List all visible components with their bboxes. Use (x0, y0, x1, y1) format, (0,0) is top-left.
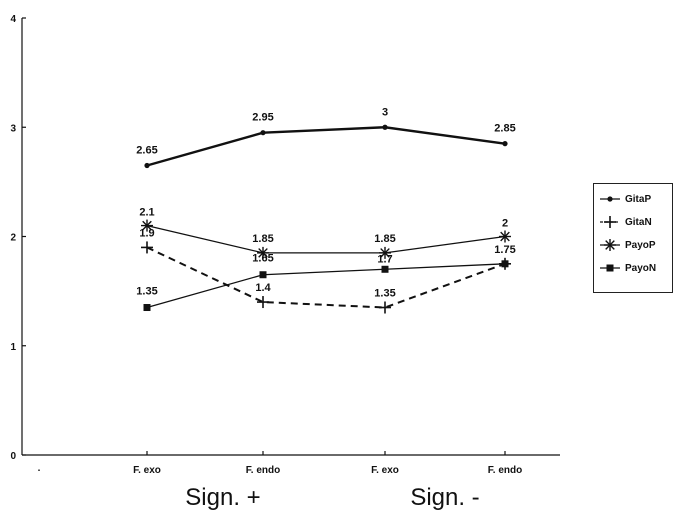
legend-marker (606, 264, 614, 272)
legend-label: PayoN (625, 262, 657, 274)
data-label: 2.1 (139, 207, 154, 219)
data-label: 2.95 (252, 112, 273, 124)
y-tick-label: 4 (10, 14, 16, 25)
data-label: 1.35 (136, 286, 157, 298)
data-label: 1.7 (377, 253, 392, 265)
group-label: Sign. + (185, 484, 260, 511)
data-label: 1.85 (374, 233, 395, 245)
legend-label: PayoP (625, 239, 656, 251)
axes: 0 1 2 3 4. F. exo F. endo F. exo F. endo (10, 14, 560, 476)
data-label: 1.65 (252, 253, 273, 265)
data-point-marker (141, 241, 153, 254)
legend-swatch-square (600, 264, 620, 272)
data-label: 3 (382, 106, 388, 118)
data-label: 1.85 (252, 233, 273, 245)
x-tick-label: F. exo (133, 465, 161, 476)
series-line (146, 263, 506, 309)
series-line (146, 224, 506, 254)
data-point-marker (502, 141, 508, 147)
series-PayoP (141, 219, 511, 259)
data-point-marker (381, 265, 389, 273)
legend-swatch-plus (600, 216, 620, 228)
data-label: 1.9 (139, 227, 154, 239)
x-tick-label: F. exo (371, 465, 399, 476)
data-point-marker (260, 130, 266, 136)
legend-item: PayoN (598, 261, 656, 275)
data-label: 2.85 (494, 123, 515, 135)
legend-swatch-dot (600, 196, 620, 202)
legend-marker (607, 196, 613, 202)
y-tick-label: 2 (10, 233, 16, 244)
legend-item: GitaP (598, 192, 651, 206)
x-tick-label: F. endo (488, 465, 522, 476)
data-labels: 2.65 2.95 3 2.85 1.9 1.4 1.35 2.1 1.85 1.85 2 1.35 1… (136, 106, 515, 299)
data-label: 1.4 (255, 282, 271, 294)
legend-marker (604, 239, 616, 251)
data-point-marker (501, 260, 509, 268)
data-label: 1.35 (374, 288, 395, 300)
group-labels: Sign. + Sign. - (185, 484, 479, 511)
legend-item: PayoP (598, 238, 656, 252)
legend: GitaP GitaN PayoP PayoN (593, 183, 673, 293)
data-point-marker (379, 301, 391, 314)
legend-swatch-asterisk (600, 239, 620, 251)
legend-label: GitaP (625, 193, 652, 205)
data-point-marker (144, 162, 150, 169)
data-label: 2 (502, 218, 508, 230)
legend-item: GitaN (598, 215, 652, 229)
series-layer (141, 124, 511, 314)
data-point-marker (257, 296, 269, 309)
y-tick-label: 1 (10, 342, 16, 353)
y-tick-label: 0 (10, 451, 16, 462)
data-point-marker (379, 246, 391, 259)
legend-label: GitaN (625, 216, 652, 228)
series-line (146, 246, 506, 309)
data-point-marker (257, 246, 269, 259)
series-line (146, 126, 506, 167)
x-tick-label: F. endo (246, 465, 280, 476)
data-label: 1.75 (494, 244, 515, 256)
data-point-marker (143, 304, 151, 312)
group-label: Sign. - (410, 484, 479, 511)
data-point-marker (259, 271, 267, 279)
data-point-marker (382, 124, 388, 130)
data-label: 2.65 (136, 144, 157, 156)
y-tick-label: 3 (10, 123, 16, 134)
legend-marker (604, 216, 616, 228)
series-GitaP (144, 124, 508, 169)
x-origin-label: . (38, 463, 41, 474)
data-point-marker (499, 230, 511, 243)
series-PayoN (143, 260, 509, 312)
data-point-marker (141, 219, 153, 232)
